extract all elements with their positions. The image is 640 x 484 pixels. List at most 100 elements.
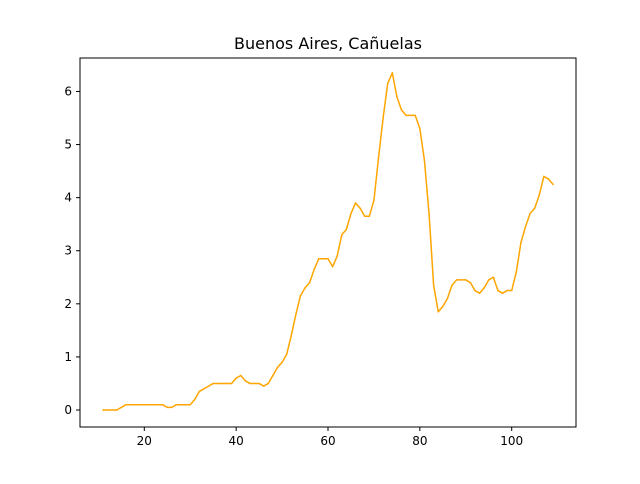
data-point (409, 114, 412, 117)
data-point (474, 289, 476, 292)
data-point (552, 183, 554, 186)
data-point (391, 72, 394, 74)
data-point (405, 114, 407, 117)
x-tick-label: 100 (500, 434, 523, 448)
data-point (102, 409, 104, 411)
data-point (239, 374, 242, 377)
y-tick-label: 1 (64, 350, 72, 364)
data-point (226, 382, 228, 385)
y-tick-label: 3 (64, 244, 72, 258)
data-point (437, 311, 439, 313)
data-point (538, 194, 541, 196)
data-point (235, 377, 237, 379)
data-point (382, 117, 384, 119)
data-point (230, 382, 233, 385)
data-point (143, 403, 146, 406)
x-tick-label: 20 (137, 434, 152, 448)
data-point (258, 382, 260, 385)
data-point (497, 289, 499, 292)
data-point (400, 109, 403, 111)
data-point (157, 403, 159, 406)
y-tick-label: 2 (64, 297, 72, 311)
x-tick-label: 40 (229, 434, 244, 448)
data-point (281, 361, 283, 363)
data-point (276, 366, 279, 369)
data-point (469, 281, 472, 284)
data-point (134, 403, 136, 406)
data-point (184, 403, 187, 406)
data-point (253, 382, 256, 385)
data-point (175, 403, 178, 406)
data-point (120, 406, 123, 409)
data-point (304, 287, 306, 289)
data-point (106, 409, 109, 411)
data-point (529, 212, 531, 215)
data-point (396, 96, 398, 98)
x-tick-label: 60 (320, 434, 335, 448)
data-point (460, 279, 462, 281)
data-point (327, 257, 329, 260)
data-point (515, 271, 518, 273)
data-point (244, 380, 247, 382)
data-point (341, 234, 343, 236)
y-tick-label: 4 (64, 191, 72, 205)
data-point (354, 202, 357, 204)
data-point (350, 212, 352, 215)
data-point (148, 403, 150, 406)
data-point (533, 207, 536, 209)
data-point (161, 403, 164, 406)
data-point (272, 374, 274, 377)
data-point (368, 215, 371, 217)
y-tick-label: 5 (64, 138, 72, 152)
data-point (125, 403, 127, 406)
data-point (198, 390, 201, 393)
data-point (492, 276, 495, 279)
y-tick-label: 0 (64, 403, 72, 417)
data-point (419, 127, 421, 130)
data-point (207, 385, 210, 387)
data-point (336, 255, 338, 257)
data-point (171, 406, 173, 409)
plot-frame (79, 57, 577, 428)
x-axis: 20 40 60 80 100 (137, 427, 523, 448)
data-point (203, 388, 205, 390)
data-point (138, 403, 141, 406)
data-point (166, 406, 169, 409)
data-point (152, 403, 155, 406)
data-point (295, 313, 297, 316)
data-point (506, 289, 508, 292)
data-point (299, 295, 302, 297)
data-point (262, 385, 265, 387)
data-point (318, 257, 320, 260)
data-point (345, 228, 348, 231)
data-point (285, 353, 288, 356)
data-point (249, 382, 251, 385)
data-point (428, 212, 430, 215)
data-point (423, 159, 426, 162)
data-point (446, 297, 449, 300)
data-point (465, 279, 467, 281)
data-point (290, 334, 293, 337)
data-point (221, 382, 224, 385)
data-point (313, 268, 315, 271)
data-point (189, 403, 191, 406)
x-tick-label: 80 (412, 434, 427, 448)
data-point (543, 175, 545, 178)
data-point (359, 207, 361, 209)
data-point (111, 409, 113, 411)
data-point (377, 157, 380, 159)
data-point (373, 199, 375, 202)
data-point (386, 82, 389, 85)
data-point (487, 279, 490, 281)
data-point (451, 284, 453, 286)
data-point (478, 292, 481, 294)
y-axis: 0 1 2 3 4 5 6 (64, 84, 80, 417)
data-point (547, 178, 550, 180)
data-point (520, 242, 522, 244)
data-point (267, 382, 270, 385)
data-point (524, 226, 527, 228)
data-point (180, 403, 182, 406)
data-point (212, 382, 214, 385)
